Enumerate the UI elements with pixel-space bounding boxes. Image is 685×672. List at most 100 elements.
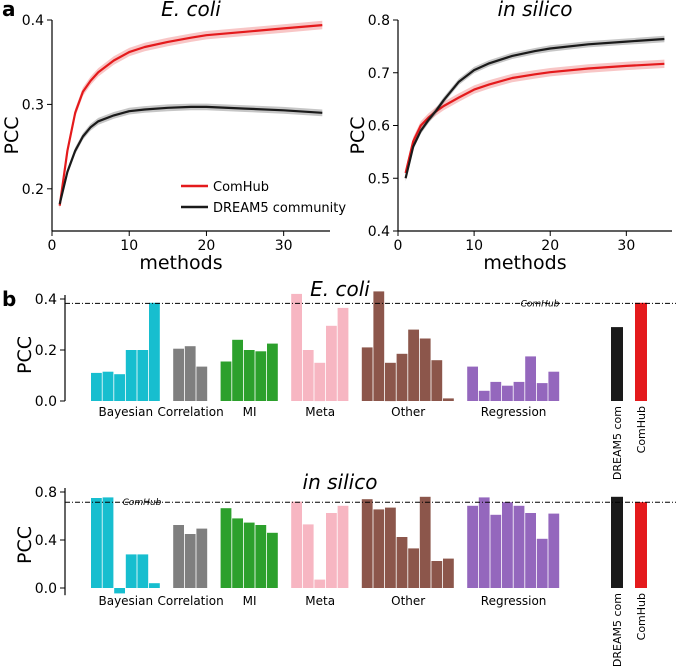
bar-regression-5 <box>525 356 536 401</box>
bar-bayesian-5 <box>149 583 160 588</box>
bar-other-4 <box>408 329 419 401</box>
bar-regression-5 <box>525 513 536 588</box>
bar-regression-7 <box>548 513 560 588</box>
bar-meta-2 <box>314 579 326 588</box>
bar-bayesian-3 <box>125 350 137 401</box>
bar-meta-4 <box>337 505 349 588</box>
bar-other-3 <box>396 537 408 588</box>
y-tick-label: 0.3 <box>22 97 44 113</box>
series-line-1 <box>404 37 665 179</box>
y-tick-label: 0.2 <box>22 182 44 198</box>
y-axis-label: PCC <box>1 117 23 155</box>
chart-title: E. coli <box>161 0 221 21</box>
bar-meta-1 <box>302 524 314 588</box>
group-label-other: Other <box>391 405 425 419</box>
bar-regression-0 <box>467 505 478 588</box>
bar-correlation-1 <box>184 534 196 588</box>
bar-other-0 <box>361 499 373 588</box>
bar-bayesian-4 <box>137 350 149 401</box>
series-band-0 <box>405 59 665 178</box>
reference-label: ComHub <box>521 299 560 309</box>
x-tick-label: 20 <box>198 238 216 254</box>
bar-meta-3 <box>326 513 337 588</box>
group-label-other: Other <box>391 594 425 608</box>
bar-meta-0 <box>291 293 302 401</box>
single-bar-label-1: ComHub <box>635 406 648 453</box>
bar-bayesian-2 <box>114 374 125 401</box>
series-band-1 <box>59 103 323 208</box>
bar-regression-3 <box>502 385 513 401</box>
bar-single-1 <box>635 302 647 401</box>
x-tick-label: 0 <box>48 238 57 254</box>
chart-title: in silico <box>498 0 573 21</box>
bar-chart-insilico: 0.0 0.4 0.8 PCC Bayesian Correlation MI Meta Oth… <box>14 470 676 667</box>
x-tick-label: 10 <box>465 238 483 254</box>
x-tick-label: 10 <box>120 238 138 254</box>
bar-bayesian-0 <box>91 372 102 401</box>
series-line-0 <box>58 24 323 206</box>
bar-regression-2 <box>490 514 502 588</box>
bar-bayesian-1 <box>102 371 114 401</box>
bar-meta-2 <box>314 362 326 402</box>
bar-other-7 <box>443 558 454 588</box>
bar-mi-0 <box>220 361 232 401</box>
bar-other-2 <box>385 507 396 588</box>
bar-single-0 <box>611 496 623 588</box>
group-label-correlation: Correlation <box>158 405 224 419</box>
group-label-regression: Regression <box>481 405 547 419</box>
bar-mi-2 <box>243 522 255 588</box>
y-tick-label: 0.4 <box>368 224 390 240</box>
bar-mi-3 <box>255 525 267 588</box>
x-tick-label: 30 <box>275 238 293 254</box>
bar-meta-4 <box>337 307 349 401</box>
y-axis-label: PCC <box>14 336 36 374</box>
bar-other-4 <box>408 548 419 588</box>
x-axis-label: methods <box>139 252 222 274</box>
y-tick-label: 0.0 <box>35 394 57 410</box>
group-label-bayesian: Bayesian <box>98 594 153 608</box>
bar-meta-1 <box>302 350 314 401</box>
y-tick-label: 0.8 <box>368 13 390 29</box>
line-chart-insilico: 0 10 20 30 0.4 0.5 0.6 0.7 0.8 in silico methods PC… <box>347 0 672 274</box>
bar-other-7 <box>443 398 454 401</box>
series-band-0 <box>59 20 323 210</box>
bar-meta-0 <box>291 501 302 588</box>
panel-label-b: b <box>2 287 16 311</box>
group-label-correlation: Correlation <box>158 594 224 608</box>
legend-label-0: ComHub <box>213 180 269 195</box>
bar-chart-ecoli: 0.0 0.2 0.4 PCC Bayesian Correlation MI Meta Oth… <box>14 277 676 480</box>
legend-label-1: DREAM5 community <box>213 201 346 216</box>
y-axis-label: PCC <box>347 117 369 155</box>
bar-other-1 <box>373 509 385 588</box>
x-axis-label: methods <box>483 252 566 274</box>
group-label-regression: Regression <box>481 594 547 608</box>
y-axis-label: PCC <box>14 526 36 564</box>
y-tick-label: 0.7 <box>368 66 390 82</box>
chart-title: in silico <box>303 470 378 494</box>
bar-other-5 <box>419 338 431 401</box>
panel-label-a: a <box>2 0 16 21</box>
single-bar-label-0: DREAM5 com <box>611 406 624 480</box>
group-label-meta: Meta <box>305 405 335 419</box>
y-tick-label: 0.0 <box>35 581 57 597</box>
bar-correlation-2 <box>196 366 208 401</box>
bar-mi-2 <box>243 350 255 401</box>
bar-regression-6 <box>536 383 548 401</box>
bar-mi-4 <box>267 532 278 588</box>
group-label-bayesian: Bayesian <box>98 405 153 419</box>
bar-other-5 <box>419 496 431 588</box>
bar-bayesian-3 <box>125 554 137 588</box>
y-tick-label: 0.4 <box>35 292 57 308</box>
y-tick-label: 0.2 <box>35 343 57 359</box>
x-tick-label: 0 <box>394 238 403 254</box>
bar-bayesian-4 <box>137 554 149 588</box>
group-label-mi: MI <box>243 594 257 608</box>
bar-regression-4 <box>513 381 525 401</box>
single-bar-label-0: DREAM5 com <box>611 593 624 667</box>
bar-correlation-1 <box>184 346 196 401</box>
bar-correlation-0 <box>173 525 184 588</box>
line-chart-ecoli: 0 10 20 30 0.2 0.3 0.4 E. coli methods PCC ComHub D… <box>1 0 346 274</box>
single-bar-label-1: ComHub <box>635 593 648 640</box>
bar-regression-3 <box>502 502 513 588</box>
group-label-meta: Meta <box>305 594 335 608</box>
